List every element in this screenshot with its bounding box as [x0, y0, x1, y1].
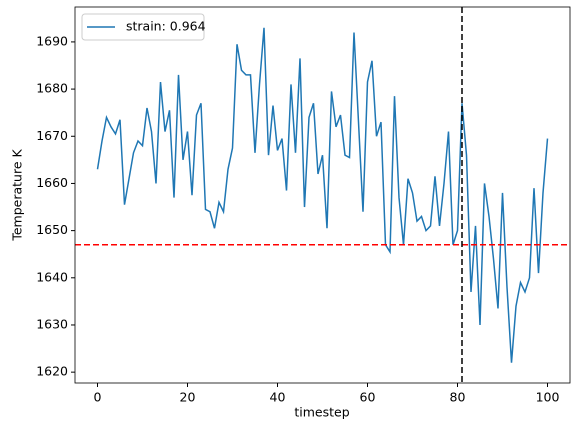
x-axis-label: timestep — [294, 405, 349, 420]
y-tick-label: 1620 — [36, 364, 68, 379]
x-tick-label: 40 — [270, 390, 286, 405]
y-tick-label: 1660 — [36, 175, 68, 190]
plot-frame — [74, 6, 571, 384]
x-tick-label: 80 — [450, 390, 466, 405]
y-tick-label: 1690 — [36, 33, 68, 48]
y-tick-label: 1670 — [36, 128, 68, 143]
y-tick-label: 1630 — [36, 316, 68, 331]
y-tick-label: 1680 — [36, 81, 68, 96]
x-tick-label: 60 — [360, 390, 376, 405]
line-series — [96, 27, 549, 363]
y-tick-label: 1640 — [36, 269, 68, 284]
x-tick-label: 100 — [536, 390, 560, 405]
x-tick-label: 0 — [94, 390, 102, 405]
legend-box — [81, 13, 205, 41]
y-tick-label: 1650 — [36, 222, 68, 237]
x-tick-label: 20 — [180, 390, 196, 405]
y-axis-label: Temperature K — [10, 149, 25, 242]
legend-label: strain: 0.964 — [126, 19, 206, 34]
